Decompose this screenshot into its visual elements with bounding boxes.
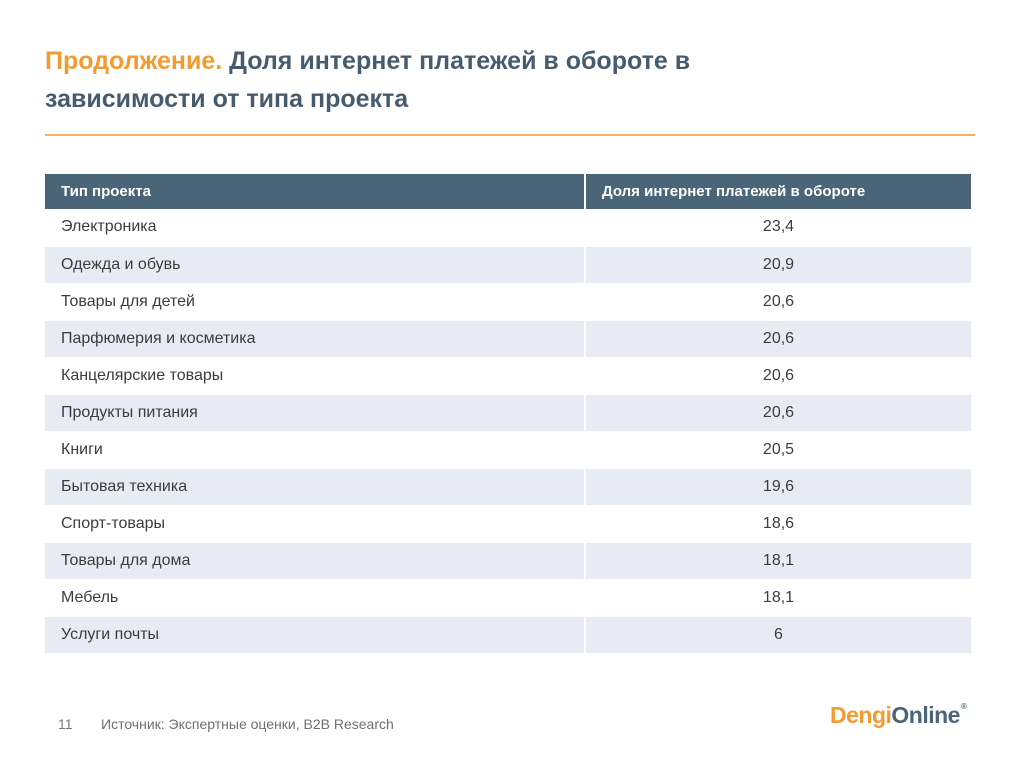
project-type-cell: Одежда и обувь [45,246,586,284]
title-divider [45,134,975,136]
table-row: Бытовая техника 19,6 [45,468,971,506]
payment-share-cell: 20,6 [585,320,971,358]
payment-share-cell: 18,1 [585,579,971,617]
project-type-cell: Парфюмерия и косметика [45,320,586,358]
payment-share-cell: 23,4 [585,209,971,247]
payment-share-cell: 20,6 [585,394,971,432]
project-type-cell: Продукты питания [45,394,586,432]
column-header-payment-share: Доля интернет платежей в обороте [585,174,971,209]
dengionline-logo: DengiOnline® [830,702,967,729]
table-row: Парфюмерия и косметика 20,6 [45,320,971,358]
project-type-cell: Мебель [45,579,586,617]
payment-share-cell: 20,6 [585,357,971,395]
table-row: Электроника 23,4 [45,209,971,247]
payment-share-cell: 18,1 [585,542,971,580]
table-row: Мебель 18,1 [45,579,971,617]
payment-share-cell: 6 [585,616,971,654]
table-row: Спорт-товары 18,6 [45,505,971,543]
project-type-cell: Бытовая техника [45,468,586,506]
title-line-2: зависимости от типа проекта [45,85,409,113]
logo-text-online: Online [891,702,960,728]
source-note: Источник: Экспертные оценки, B2B Researc… [101,716,394,732]
logo-text-dengi: Dengi [830,702,892,728]
payment-share-cell: 20,5 [585,431,971,469]
registered-mark: ® [960,702,967,711]
table-header-row: Тип проекта Доля интернет платежей в обо… [45,174,971,209]
table-row: Книги 20,5 [45,431,971,469]
payment-share-cell: 19,6 [585,468,971,506]
table-row: Канцелярские товары 20,6 [45,357,971,395]
project-type-cell: Спорт-товары [45,505,586,543]
table-row: Товары для детей 20,6 [45,283,971,321]
payment-share-cell: 20,9 [585,246,971,284]
project-type-cell: Товары для детей [45,283,586,321]
project-type-cell: Канцелярские товары [45,357,586,395]
table-row: Товары для дома 18,1 [45,542,971,580]
title-accent: Продолжение. [45,47,223,75]
project-type-cell: Услуги почты [45,616,586,654]
table-row: Услуги почты 6 [45,616,971,654]
project-type-cell: Товары для дома [45,542,586,580]
slide-title: Продолжение. Доля интернет платежей в об… [45,42,945,118]
data-table: Тип проекта Доля интернет платежей в обо… [45,174,971,654]
payment-share-cell: 20,6 [585,283,971,321]
title-line-1: Доля интернет платежей в обороте в [229,47,691,75]
project-type-cell: Книги [45,431,586,469]
table-row: Продукты питания 20,6 [45,394,971,432]
project-type-cell: Электроника [45,209,586,247]
table-row: Одежда и обувь 20,9 [45,246,971,284]
payment-share-cell: 18,6 [585,505,971,543]
column-header-project-type: Тип проекта [45,174,586,209]
page-number: 11 [58,716,73,732]
